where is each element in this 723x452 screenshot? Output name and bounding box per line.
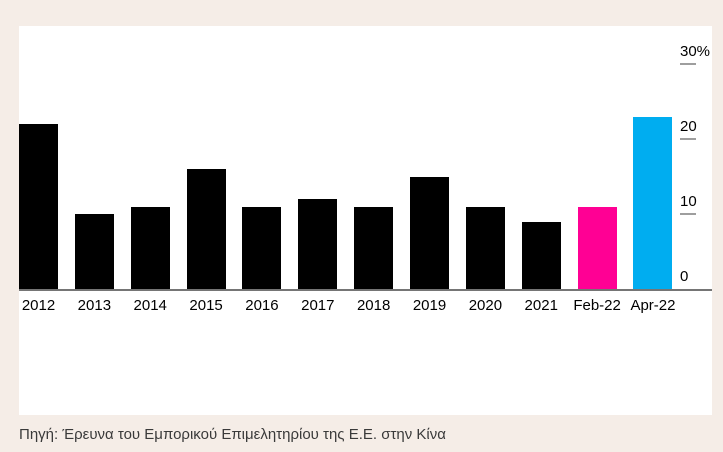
x-axis-line <box>19 289 712 291</box>
plot-area: 2012 2013 2014 2015 2016 2017 2018 2019 2020 2021… <box>19 26 712 415</box>
x-tick-label-2016: 2016 <box>245 297 279 314</box>
y-tick-mark <box>680 138 696 140</box>
x-tick-label-2015: 2015 <box>189 297 223 314</box>
y-tick-label-30%: 30% <box>680 43 711 60</box>
bar-2012 <box>19 124 58 289</box>
x-tick-label-2021: 2021 <box>524 297 558 314</box>
y-tick-mark <box>680 63 696 65</box>
bar-Apr-22 <box>633 116 673 289</box>
bar-2017 <box>298 199 338 289</box>
x-tick-label-2018: 2018 <box>356 297 391 314</box>
y-tick-label-10: 10 <box>680 193 697 210</box>
x-tick-label-2017: 2017 <box>301 297 335 314</box>
bar-2018 <box>354 206 394 289</box>
x-tick-label-Feb-22: Feb-22 <box>573 297 621 314</box>
bar-2019 <box>410 176 450 289</box>
y-tick-mark <box>680 213 696 215</box>
bar-2021 <box>521 221 561 289</box>
bar-2015 <box>186 169 226 289</box>
bar-2020 <box>465 206 505 289</box>
x-tick-label-2013: 2013 <box>77 297 112 314</box>
bar-Feb-22 <box>577 206 617 289</box>
x-tick-label-2020: 2020 <box>468 297 503 314</box>
source-caption: Πηγή: Έρευνα του Εμπορικού Επιμελητηρίου… <box>19 426 446 443</box>
y-tick-label-0: 0 <box>680 268 689 285</box>
bar-2016 <box>242 206 282 289</box>
y-tick-label-20: 20 <box>680 118 697 135</box>
bar-2013 <box>74 214 114 289</box>
x-tick-label-2012: 2012 <box>21 297 56 314</box>
x-tick-label-2014: 2014 <box>133 297 167 314</box>
x-tick-label-Apr-22: Apr-22 <box>630 297 676 314</box>
x-tick-label-2019: 2019 <box>412 297 447 314</box>
bar-2014 <box>130 206 170 289</box>
